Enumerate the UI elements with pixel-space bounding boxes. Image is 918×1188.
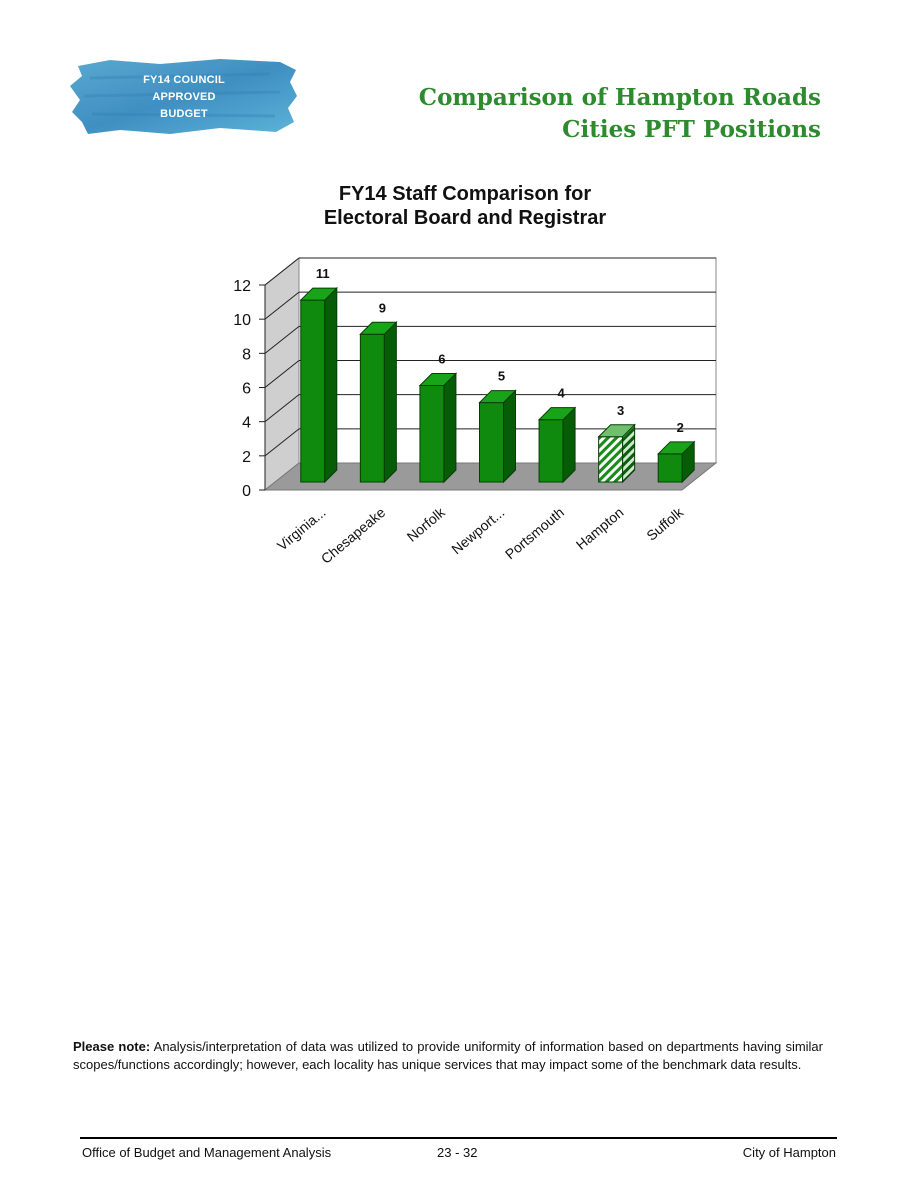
y-tick-label: 4	[242, 415, 251, 432]
bar-norfolk	[419, 385, 445, 483]
y-tick-label: 0	[242, 483, 251, 500]
bar-portsmouth	[538, 419, 564, 483]
data-label: 4	[557, 386, 565, 401]
bar-top	[478, 390, 517, 404]
footer-divider	[80, 1137, 837, 1139]
x-tick-label: Chesapeake	[318, 504, 389, 567]
bar-suffolk	[657, 453, 683, 483]
chart-title-line-1: FY14 Staff Comparison for	[338, 183, 592, 205]
badge-line-3: BUDGET	[160, 108, 208, 120]
footer-office: Office of Budget and Management Analysis	[82, 1145, 332, 1160]
x-tick-label: Norfolk	[404, 503, 449, 544]
footer-city: City of Hampton	[742, 1145, 836, 1160]
chart-title: FY14 Staff Comparison for Electoral Boar…	[290, 182, 640, 230]
bar-top	[537, 407, 577, 421]
x-tick-label: Newport...	[448, 504, 507, 557]
y-tick-label: 2	[242, 449, 251, 466]
y-tick-label: 6	[242, 381, 251, 398]
x-tick-label: Virginia...	[274, 504, 329, 554]
bar-side	[443, 372, 457, 484]
note-label: Please note:	[73, 1039, 151, 1054]
bar-side	[324, 286, 338, 484]
y-tick-label: 8	[242, 346, 251, 363]
x-tick-label: Hampton	[573, 504, 627, 553]
bar-virginia	[300, 299, 326, 483]
budget-badge: FY14 COUNCIL APPROVED BUDGET	[70, 56, 298, 138]
bar-top	[657, 441, 696, 455]
data-label: 9	[379, 300, 386, 315]
chart-title-line-2: Electoral Board and Registrar	[323, 207, 607, 229]
gridline-diagonal	[264, 291, 300, 320]
data-label: 6	[438, 352, 445, 367]
y-tick-label: 12	[233, 278, 251, 295]
bar-side	[562, 406, 576, 484]
page-number: 23 - 32	[437, 1145, 478, 1160]
data-label: 5	[498, 369, 505, 384]
note-text: Analysis/interpretation of data was util…	[73, 1039, 823, 1072]
bar-top	[597, 424, 636, 438]
bar-chart: 0 2 4 6 8 10 12 11 Virginia... 9 Chesapeake 6 Norfol…	[233, 256, 718, 567]
gridline-diagonal	[264, 360, 300, 388]
page-title-line-2: Cities PFT Positions	[562, 116, 821, 143]
badge-line-1: FY14 COUNCIL	[143, 74, 225, 86]
page-title-line-1: Comparison of Hampton Roads	[418, 84, 821, 111]
gridline-diagonal	[264, 257, 300, 286]
data-label: 2	[677, 420, 684, 435]
watercolor-brush-icon	[70, 59, 297, 134]
bar-newport	[479, 402, 504, 483]
x-tick-label: Suffolk	[643, 503, 687, 543]
gridline-diagonal	[264, 428, 300, 457]
bar-side	[503, 389, 516, 484]
bar-top	[359, 321, 398, 335]
data-label: 11	[316, 266, 330, 281]
bar-hampton	[598, 436, 624, 483]
note: Please note: Analysis/interpretation of …	[73, 1038, 823, 1074]
y-tick-label: 10	[233, 312, 251, 329]
bar-side	[383, 321, 397, 484]
bar-chesapeake	[359, 333, 385, 483]
badge-line-2: APPROVED	[152, 91, 216, 103]
data-label: 3	[617, 403, 624, 418]
gridline-diagonal	[264, 325, 300, 354]
page-title: Comparison of Hampton Roads Cities PFT P…	[419, 82, 821, 146]
bar-top	[299, 287, 338, 301]
gridline-diagonal	[264, 394, 300, 423]
x-tick-label: Portsmouth	[502, 504, 567, 562]
bar-top	[418, 373, 458, 386]
